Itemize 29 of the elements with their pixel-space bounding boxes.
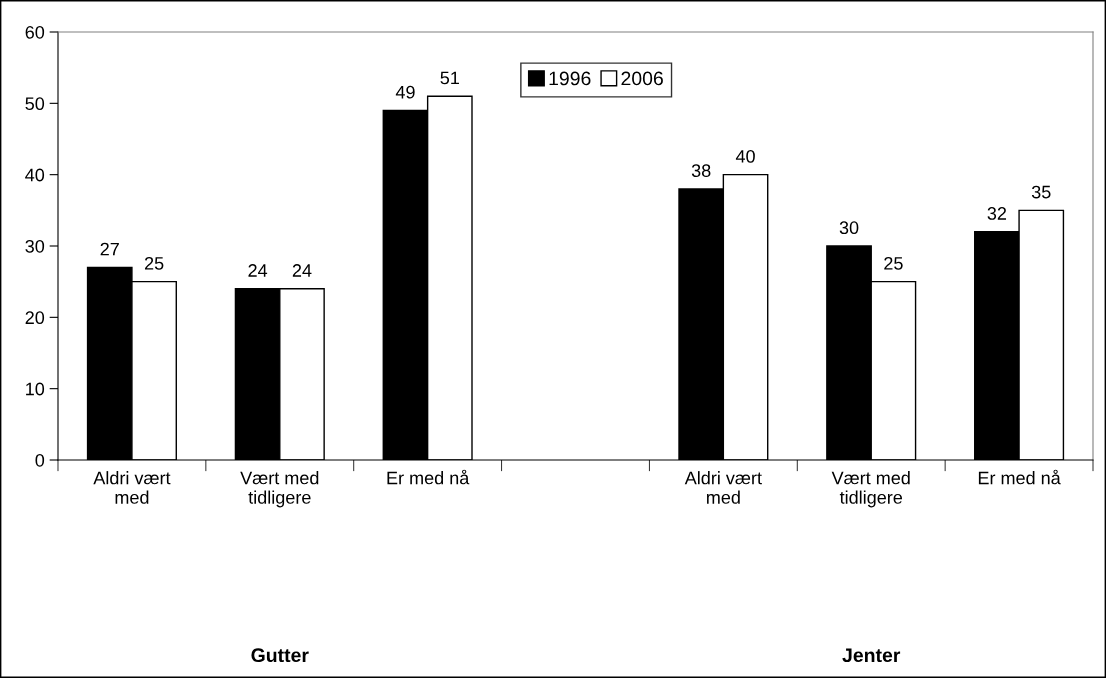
data-label: 38: [691, 164, 711, 178]
data-label: 25: [884, 256, 903, 270]
y-tick-label: 20: [25, 311, 45, 325]
y-tick-label: 0: [35, 453, 45, 467]
x-tick-label: Er med nå: [387, 469, 470, 485]
text: Jenter: [842, 648, 901, 663]
x-tick-label: Vært med tidligere: [831, 471, 910, 508]
text: Gutter: [251, 648, 309, 663]
data-label: 25: [144, 256, 164, 270]
y-tick-label: 30: [25, 239, 45, 253]
data-label: 40: [735, 149, 755, 163]
x-tick-label: Aldri vært med: [93, 471, 171, 504]
x-tick-label: Vært med tidligere: [240, 471, 319, 508]
y-tick-label: 40: [25, 168, 45, 182]
data-label: 30: [839, 221, 859, 235]
y-tick-label: 10: [26, 382, 45, 396]
data-label: 49: [395, 85, 415, 99]
y-tick-label: 50: [25, 97, 45, 111]
legend-label: 1996: [549, 71, 591, 86]
data-label: 51: [440, 71, 459, 85]
data-label: 35: [1031, 185, 1051, 199]
y-tick-label: 60: [25, 25, 45, 39]
data-label: 24: [292, 264, 312, 277]
x-tick-label: Aldri vært med: [684, 471, 762, 504]
data-label: 27: [100, 242, 119, 256]
data-label: 24: [248, 264, 268, 277]
data-label: 32: [987, 207, 1007, 220]
legend-label: 2006: [621, 71, 663, 86]
x-tick-label: Er med nå: [978, 469, 1061, 485]
